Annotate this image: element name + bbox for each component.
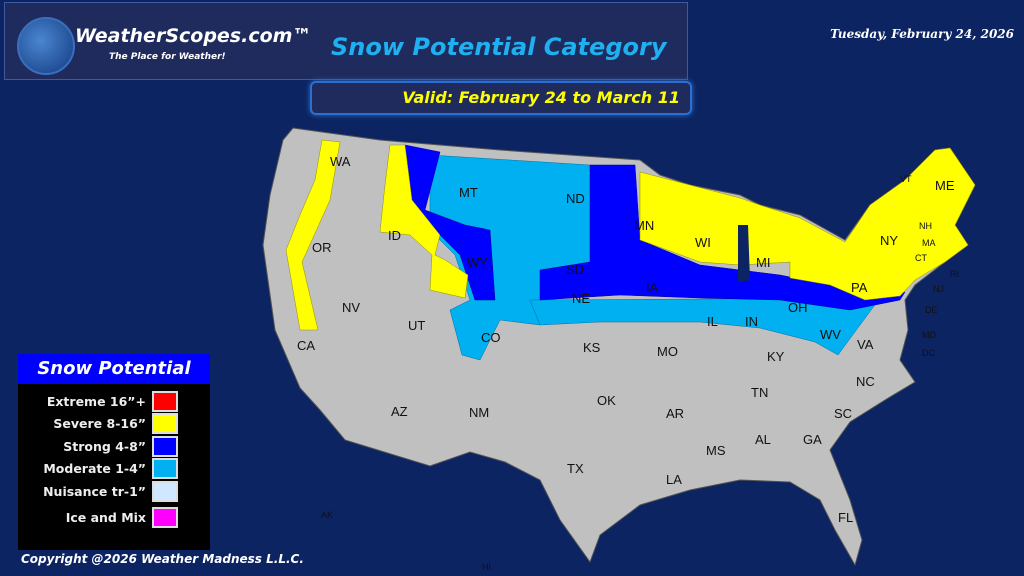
svg-text:MI: MI bbox=[756, 255, 770, 270]
legend-swatch bbox=[152, 480, 178, 502]
svg-text:HI: HI bbox=[482, 562, 491, 572]
svg-text:NM: NM bbox=[469, 405, 489, 420]
svg-text:VA: VA bbox=[857, 337, 874, 352]
zone-severe-cascades bbox=[285, 139, 341, 331]
svg-text:MD: MD bbox=[922, 330, 936, 340]
svg-text:DE: DE bbox=[925, 305, 938, 315]
zone-moderate-east bbox=[529, 297, 881, 356]
svg-text:WV: WV bbox=[820, 327, 841, 342]
legend-swatch bbox=[152, 458, 178, 480]
svg-text:ND: ND bbox=[566, 191, 585, 206]
svg-text:CA: CA bbox=[297, 338, 315, 353]
legend-item: Ice and Mix bbox=[18, 507, 210, 530]
legend-title: Snow Potential bbox=[18, 354, 210, 384]
svg-text:KS: KS bbox=[583, 340, 601, 355]
svg-text:MN: MN bbox=[634, 218, 654, 233]
svg-text:WI: WI bbox=[695, 235, 711, 250]
legend-swatch bbox=[152, 435, 178, 457]
svg-text:NV: NV bbox=[342, 300, 360, 315]
valid-period: Valid: February 24 to March 11 bbox=[402, 88, 680, 107]
svg-text:NJ: NJ bbox=[933, 284, 944, 294]
svg-text:PA: PA bbox=[851, 280, 868, 295]
svg-text:MA: MA bbox=[922, 238, 936, 248]
lake-michigan bbox=[738, 225, 750, 282]
legend-item: Nuisance tr-1” bbox=[18, 480, 210, 503]
svg-text:IN: IN bbox=[745, 314, 758, 329]
svg-text:OK: OK bbox=[597, 393, 616, 408]
svg-text:AR: AR bbox=[666, 406, 684, 421]
issue-date: Tuesday, February 24, 2026 bbox=[830, 27, 1014, 41]
valid-period-box: Valid: February 24 to March 11 bbox=[310, 81, 692, 115]
svg-text:MS: MS bbox=[706, 443, 726, 458]
copyright: Copyright @2026 Weather Madness L.L.C. bbox=[21, 552, 304, 566]
svg-text:FL: FL bbox=[838, 510, 853, 525]
brand-tagline: The Place for Weather! bbox=[109, 52, 226, 62]
weatherscopes-logo-icon bbox=[17, 17, 75, 75]
svg-text:AL: AL bbox=[755, 432, 771, 447]
svg-text:KY: KY bbox=[767, 349, 785, 364]
svg-text:CO: CO bbox=[481, 330, 501, 345]
legend: Snow Potential Extreme 16”+ Severe 8-16”… bbox=[18, 354, 210, 550]
brand-name: WeatherScopes.com™ bbox=[75, 25, 312, 47]
page-title: Snow Potential Category bbox=[331, 33, 667, 61]
svg-text:OH: OH bbox=[788, 300, 808, 315]
zone-severe-northeast bbox=[639, 147, 976, 301]
zone-severe-idaho bbox=[379, 144, 469, 299]
legend-swatch bbox=[152, 390, 178, 412]
svg-text:AK: AK bbox=[321, 510, 333, 520]
svg-text:IL: IL bbox=[707, 314, 718, 329]
legend-swatch bbox=[152, 413, 178, 435]
legend-swatch bbox=[152, 507, 178, 529]
svg-text:LA: LA bbox=[666, 472, 682, 487]
svg-text:IA: IA bbox=[646, 280, 659, 295]
svg-text:VT: VT bbox=[900, 174, 912, 184]
header-panel: WeatherScopes.com™ The Place for Weather… bbox=[4, 2, 688, 80]
svg-text:SC: SC bbox=[834, 406, 852, 421]
svg-text:ME: ME bbox=[935, 178, 955, 193]
svg-text:MT: MT bbox=[459, 185, 478, 200]
svg-text:MO: MO bbox=[657, 344, 678, 359]
legend-item: Extreme 16”+ bbox=[18, 390, 210, 413]
svg-text:GA: GA bbox=[803, 432, 822, 447]
svg-text:UT: UT bbox=[408, 318, 425, 333]
zone-strong-east bbox=[539, 164, 906, 311]
svg-text:TN: TN bbox=[751, 385, 768, 400]
legend-item: Moderate 1-4” bbox=[18, 458, 210, 481]
state-labels: WA OR CA ID NV MT WY UT AZ CO NM ND SD N… bbox=[297, 154, 959, 572]
svg-text:CT: CT bbox=[915, 253, 927, 263]
svg-text:SD: SD bbox=[566, 262, 584, 277]
svg-text:NH: NH bbox=[919, 221, 932, 231]
svg-text:ID: ID bbox=[388, 228, 401, 243]
svg-text:WY: WY bbox=[467, 255, 488, 270]
svg-text:NY: NY bbox=[880, 233, 898, 248]
svg-text:RI: RI bbox=[950, 269, 959, 279]
svg-text:TX: TX bbox=[567, 461, 584, 476]
svg-text:NE: NE bbox=[572, 291, 590, 306]
svg-text:OR: OR bbox=[312, 240, 332, 255]
legend-item: Strong 4-8” bbox=[18, 435, 210, 458]
svg-text:WA: WA bbox=[330, 154, 351, 169]
svg-text:AZ: AZ bbox=[391, 404, 408, 419]
svg-text:DC: DC bbox=[922, 348, 935, 358]
legend-item: Severe 8-16” bbox=[18, 413, 210, 436]
svg-text:NC: NC bbox=[856, 374, 875, 389]
